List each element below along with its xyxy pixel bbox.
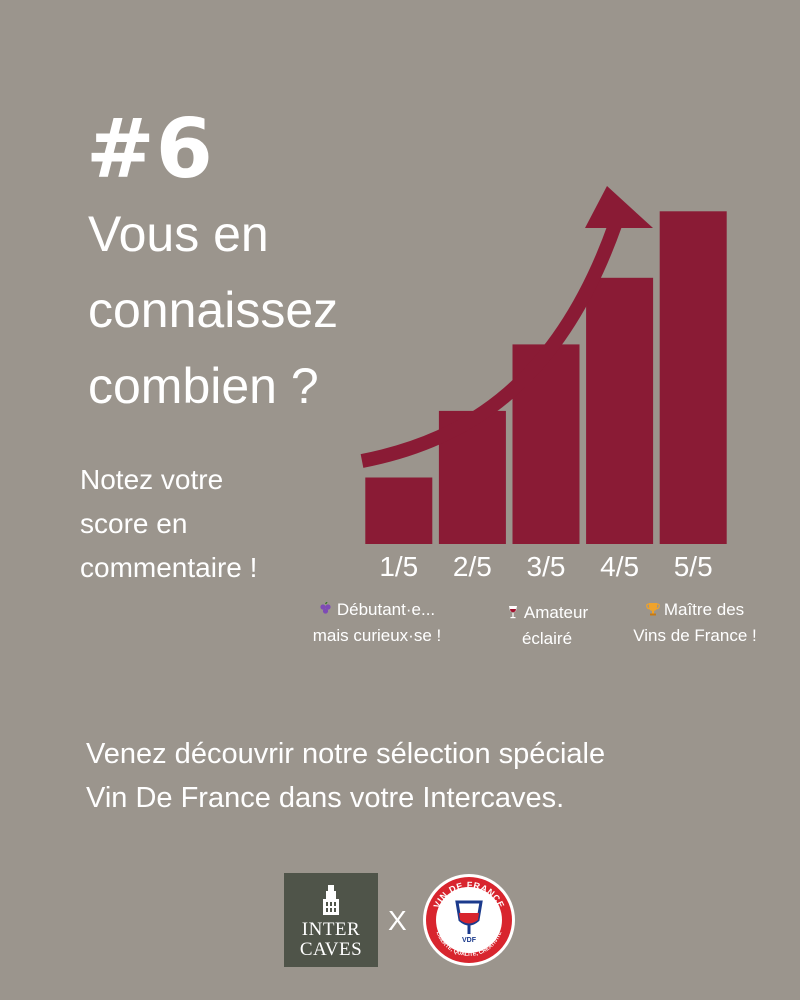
vdf-center-text: VDF — [462, 937, 477, 944]
legend-amateur-line-2: éclairé — [521, 629, 573, 648]
trophy-icon — [645, 603, 660, 616]
tick-label-1: 1/5 — [379, 551, 418, 582]
tick-label-2: 2/5 — [453, 551, 492, 582]
vdf-glass-stem — [467, 925, 471, 934]
tick-label-5: 5/5 — [674, 551, 713, 582]
cta-line-2: Vin De France dans votre Intercaves. — [86, 782, 565, 814]
intercaves-logo-line-2: CAVES — [299, 939, 363, 960]
growth-arrow-head — [585, 186, 653, 228]
logo-separator: X — [388, 905, 407, 936]
vin-de-france-logo: VIN DE FRANCE LIBERTÉ, QUALITÉ, CRÉATIVI… — [423, 874, 515, 966]
legend-amateur: Amateur éclairé — [486, 600, 608, 652]
bar-1 — [365, 477, 433, 544]
score-instruction-line-1: Notez votre — [80, 464, 224, 495]
legend-amateur-line-1: Amateur — [523, 603, 589, 622]
intercaves-logo-line-1: INTER — [301, 919, 361, 940]
call-to-action: Venez découvrir notre sélection spéciale… — [86, 732, 746, 820]
bar-4 — [586, 277, 654, 544]
wine-glass-icon — [508, 606, 517, 619]
score-instruction: Notez votre score en commentaire ! — [80, 458, 340, 590]
headline-line-3: combien ? — [88, 358, 319, 414]
legend-beginner-line-1: Débutant·e... — [336, 600, 436, 619]
headline: Vous en connaissez combien ? — [88, 196, 418, 424]
legend-master-line-1: Maître des — [663, 600, 745, 619]
headline-line-2: connaissez — [88, 282, 339, 338]
score-instruction-line-2: score en — [80, 508, 188, 539]
legend-beginner: Débutant·e... mais curieux·se ! — [292, 597, 462, 649]
wine-glass-icon — [455, 900, 483, 926]
headline-line-1: Vous en — [88, 206, 269, 262]
bar-5 — [659, 211, 727, 545]
tick-labels-group: 1/5 2/5 3/5 4/5 5/5 — [379, 551, 712, 582]
legend-master-line-2: Vins de France ! — [633, 626, 757, 645]
legend-beginner-line-2: mais curieux·se ! — [312, 626, 442, 645]
post-number: #6 — [86, 102, 214, 197]
score-instruction-line-3: commentaire ! — [80, 552, 258, 583]
intercaves-logo: INTER CAVES — [284, 873, 378, 967]
tick-label-3: 3/5 — [527, 551, 566, 582]
legend-master: Maître des Vins de France ! — [620, 597, 770, 649]
score-bar-chart: 1/5 2/5 3/5 4/5 5/5 — [360, 186, 727, 582]
growth-arrow-curve — [360, 222, 622, 468]
grapes-icon — [320, 602, 331, 614]
building-icon — [323, 885, 339, 915]
tick-label-4: 4/5 — [600, 551, 639, 582]
vdf-glass-wine — [459, 913, 479, 924]
cta-line-1: Venez découvrir notre sélection spéciale — [86, 738, 606, 770]
bars-group — [365, 211, 727, 545]
